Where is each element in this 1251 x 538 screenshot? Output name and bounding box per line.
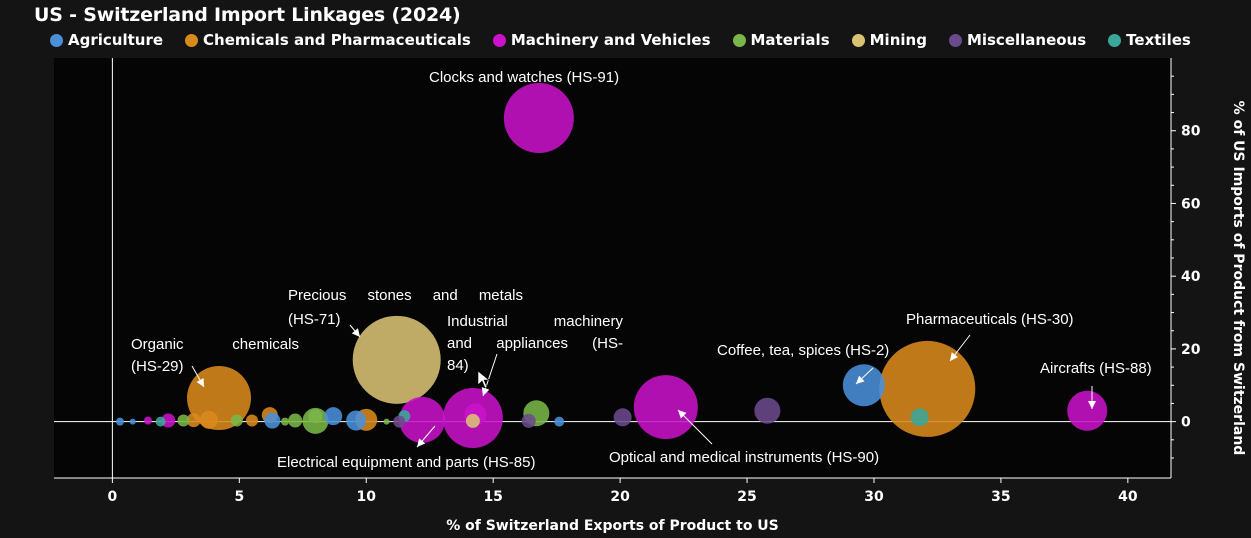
data-point (324, 407, 343, 426)
x-tick-label: 40 (1118, 489, 1138, 505)
annotation-pharmaceuticals: Pharmaceuticals (HS-30) (906, 311, 1074, 328)
annotation-organic-chemicals: Organic chemicals (131, 336, 299, 353)
annotation-precious-stones: Precious stones and metals (288, 287, 523, 304)
legend-item-textiles[interactable]: Textiles (1108, 31, 1191, 49)
data-point (503, 83, 574, 153)
data-point (633, 375, 698, 440)
data-point (143, 416, 152, 425)
x-tick-label: 15 (483, 489, 502, 505)
data-point (199, 410, 218, 429)
data-point (230, 414, 243, 427)
data-point (879, 340, 976, 437)
annotation-arrowhead (196, 378, 204, 387)
legend-item-mining[interactable]: Mining (851, 31, 927, 49)
annotation-aircrafts: Aircrafts (HS-88) (1040, 360, 1152, 377)
annotation-optical-medical: Optical and medical instruments (HS-90) (609, 449, 879, 466)
legend-marker (185, 33, 199, 47)
data-point (465, 413, 480, 428)
data-point (1067, 390, 1108, 431)
legend-item-materials[interactable]: Materials (732, 31, 830, 49)
x-axis-title: % of Switzerland Exports of Product to U… (446, 518, 779, 534)
annotation-industrial-machinery: and appliances (HS- (447, 335, 623, 352)
data-point (177, 414, 190, 427)
cursor-icon (477, 370, 490, 389)
legend-label: Chemicals and Pharmaceuticals (203, 31, 471, 49)
legend-item-agriculture[interactable]: Agriculture (50, 31, 163, 49)
x-tick-label: 20 (610, 489, 630, 505)
data-point (308, 409, 323, 424)
legend-item-machinery[interactable]: Machinery and Vehicles (492, 31, 711, 49)
data-point (264, 412, 281, 429)
annotation-precious-stones: (HS-71) (288, 311, 341, 328)
data-point (288, 413, 303, 428)
data-point (613, 408, 632, 427)
y-tick-label: 80 (1181, 124, 1201, 140)
data-point (393, 415, 406, 428)
annotation-arrowhead (417, 438, 426, 447)
annotation-arrowhead (351, 328, 360, 337)
annotation-industrial-machinery: 84) (447, 357, 469, 374)
x-tick-label: 35 (991, 489, 1010, 505)
legend-marker (851, 33, 865, 47)
annotation-arrowhead (856, 375, 865, 384)
data-point (399, 396, 446, 443)
legend-marker (948, 33, 962, 47)
annotation-arrowhead (481, 387, 490, 396)
annotation-clocks-watches: Clocks and watches (HS-91) (429, 69, 619, 86)
annotation-electrical-equipment: Electrical equipment and parts (HS-85) (277, 454, 535, 471)
y-tick-label: 0 (1181, 415, 1191, 431)
data-point (383, 418, 390, 425)
data-point (129, 418, 136, 425)
y-tick-label: 20 (1181, 342, 1201, 358)
annotation-industrial-machinery: Industrial machinery (447, 313, 623, 330)
data-point (155, 416, 166, 427)
data-point (186, 413, 201, 428)
legend-marker (50, 33, 63, 47)
data-point (521, 413, 536, 428)
data-point (910, 408, 929, 427)
annotation-arrowhead (678, 410, 687, 419)
y-tick-label: 60 (1181, 196, 1201, 212)
legend: Agriculture Chemicals and Pharmaceutical… (50, 31, 1213, 49)
legend-label: Materials (750, 31, 830, 49)
data-point (352, 315, 441, 404)
legend-label: Agriculture (68, 31, 164, 49)
y-axis-title: % of US Imports of Product from Switzerl… (1230, 101, 1246, 456)
data-point (281, 417, 290, 426)
annotation-coffee-tea: Coffee, tea, spices (HS-2) (717, 342, 889, 359)
legend-item-chemicals[interactable]: Chemicals and Pharmaceuticals (185, 31, 471, 49)
y-tick-label: 40 (1181, 269, 1201, 285)
legend-label: Mining (869, 31, 927, 49)
annotation-arrow (677, 409, 713, 445)
annotation-organic-chemicals: (HS-29) (131, 358, 184, 375)
legend-marker (1108, 33, 1122, 47)
data-point (246, 414, 259, 427)
legend-item-miscellaneous[interactable]: Miscellaneous (948, 31, 1087, 49)
x-tick-label: 25 (737, 489, 756, 505)
data-point (346, 410, 367, 431)
x-tick-label: 30 (864, 489, 884, 505)
data-point (842, 364, 885, 407)
legend-label: Textiles (1126, 31, 1191, 49)
data-point (554, 416, 565, 427)
legend-marker (492, 33, 506, 47)
data-point (754, 397, 781, 424)
legend-marker (732, 33, 746, 47)
legend-label: Machinery and Vehicles (510, 31, 711, 49)
data-point (116, 417, 125, 426)
annotation-arrowhead (1088, 401, 1096, 409)
legend-label: Miscellaneous (966, 31, 1087, 49)
annotation-arrowhead (950, 352, 959, 361)
chart-title: US - Switzerland Import Linkages (2024) (34, 4, 461, 26)
x-tick-label: 5 (234, 489, 244, 505)
x-tick-label: 0 (108, 489, 118, 505)
x-tick-label: 10 (357, 489, 377, 505)
